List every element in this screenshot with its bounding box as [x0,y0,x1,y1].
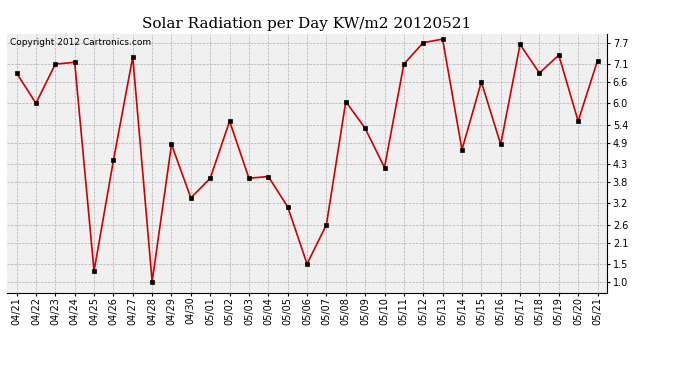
Title: Solar Radiation per Day KW/m2 20120521: Solar Radiation per Day KW/m2 20120521 [142,17,472,31]
Text: Copyright 2012 Cartronics.com: Copyright 2012 Cartronics.com [10,38,151,46]
